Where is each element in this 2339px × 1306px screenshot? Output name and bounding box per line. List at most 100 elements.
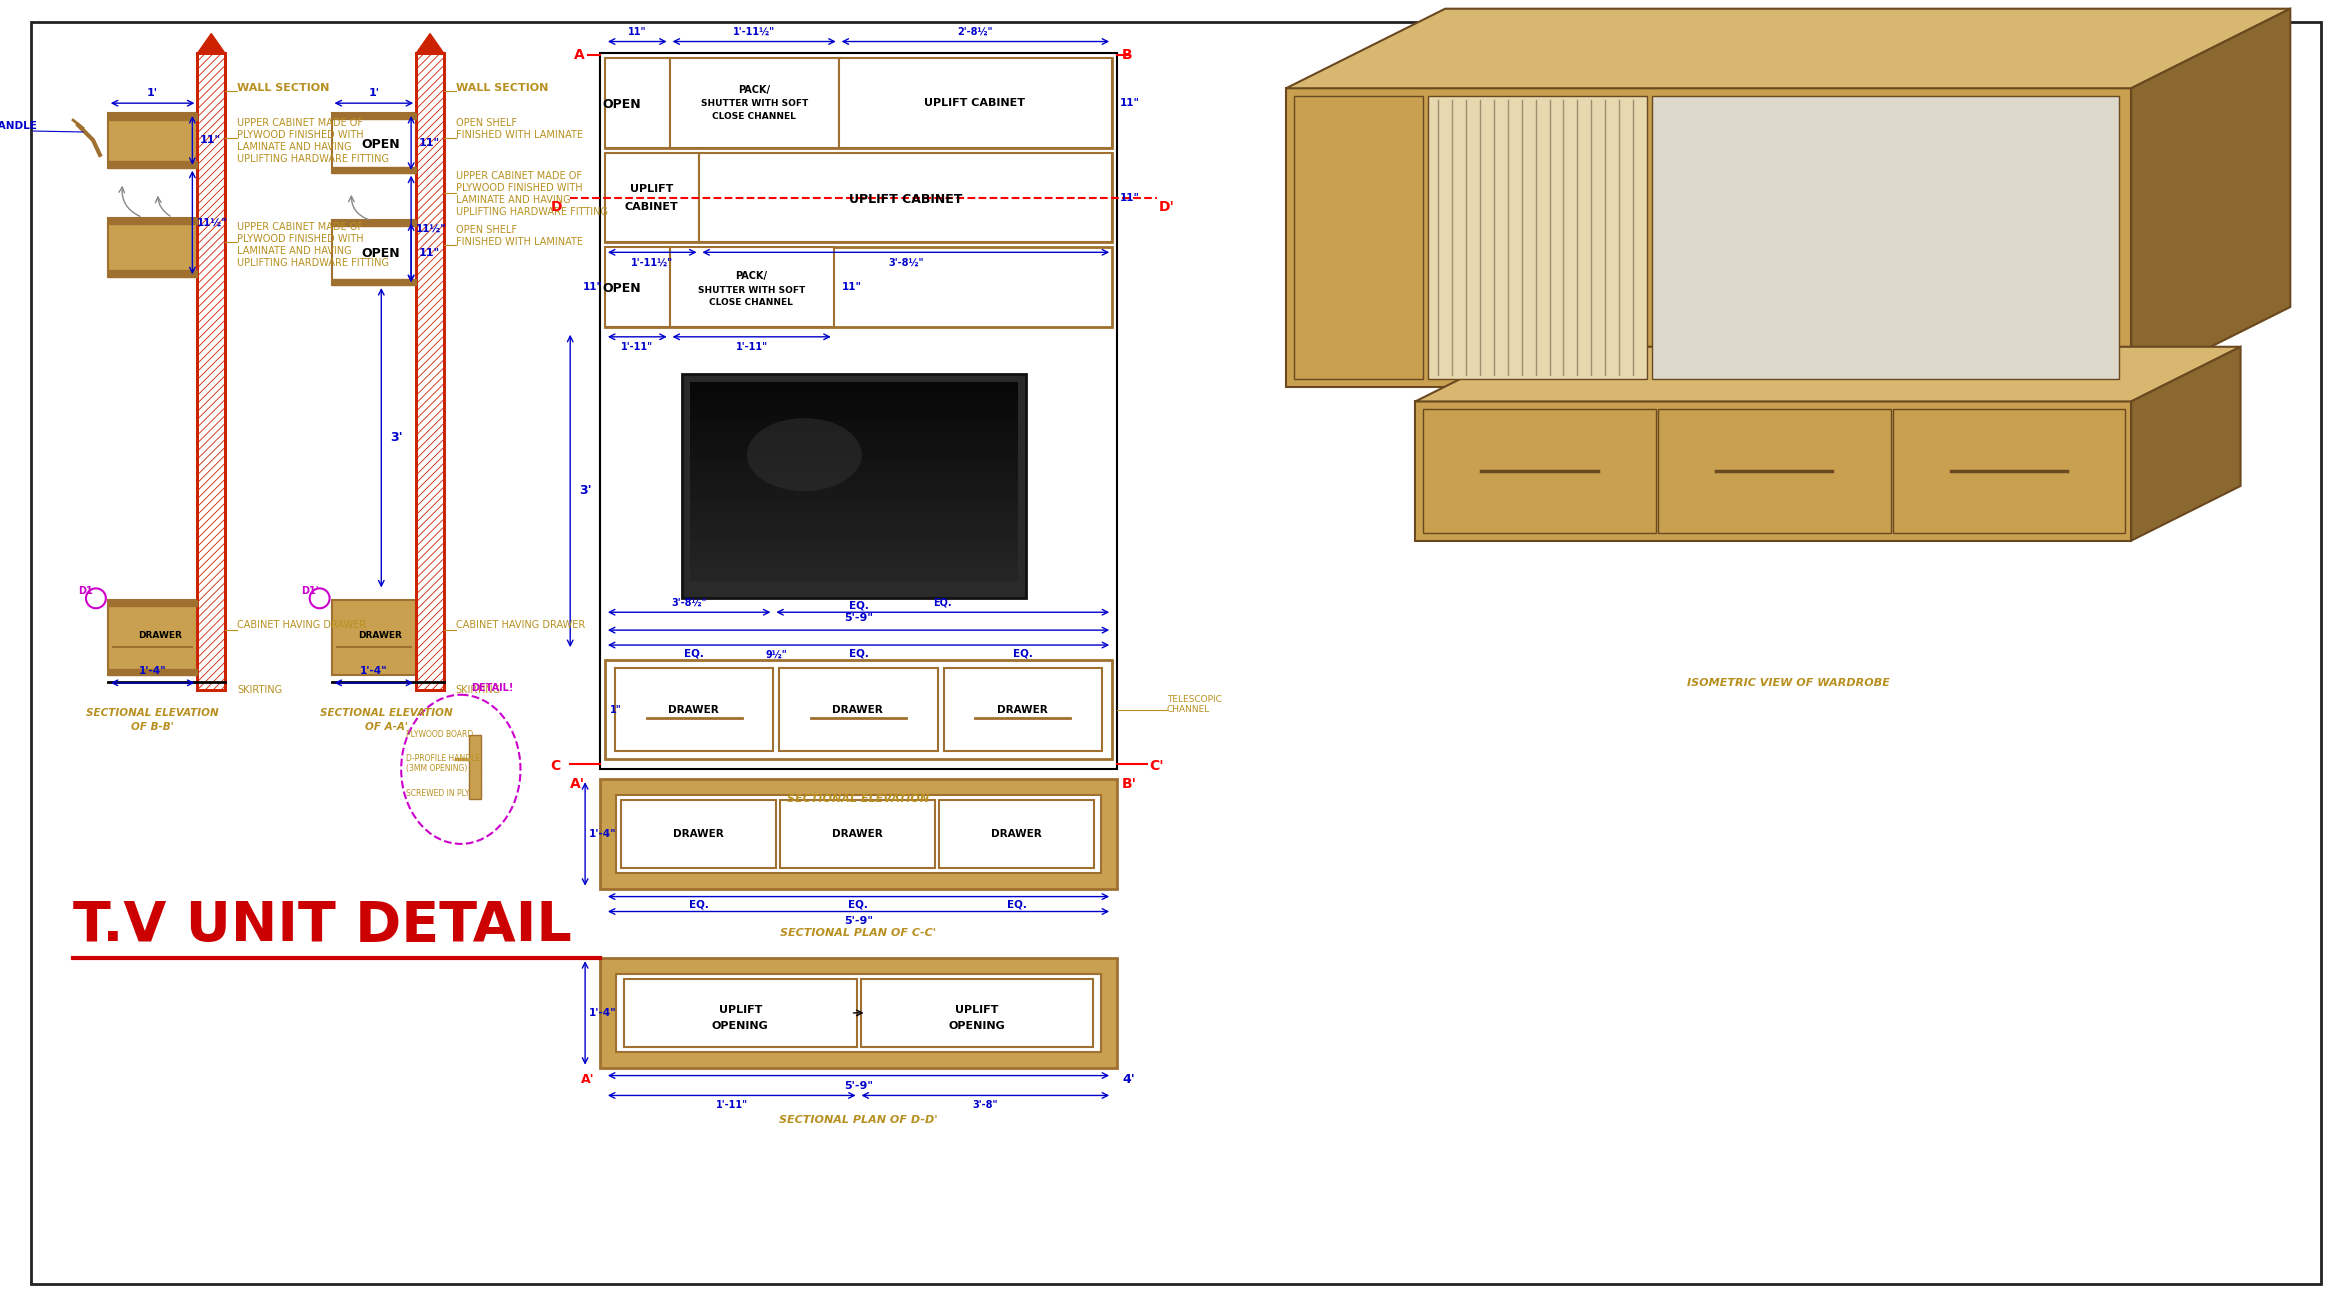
Text: PLYWOOD BOARD: PLYWOOD BOARD xyxy=(407,730,472,739)
Bar xyxy=(690,511,1017,522)
Text: OPEN: OPEN xyxy=(603,282,641,295)
Text: 3'-8": 3'-8" xyxy=(973,1101,999,1110)
Bar xyxy=(606,59,1111,148)
Text: UPLIFTING HARDWARE FITTING: UPLIFTING HARDWARE FITTING xyxy=(236,154,388,163)
Text: 1'-11½": 1'-11½" xyxy=(732,26,774,37)
Text: DETAIL!: DETAIL! xyxy=(470,683,512,692)
Text: EQ.: EQ. xyxy=(1006,900,1027,909)
Text: PLYWOOD FINISHED WITH: PLYWOOD FINISHED WITH xyxy=(236,234,365,244)
Bar xyxy=(690,392,1017,402)
Text: D1': D1' xyxy=(302,586,318,597)
Text: 11": 11" xyxy=(199,136,220,145)
Text: SECTIONAL PLAN OF C-C': SECTIONAL PLAN OF C-C' xyxy=(781,929,936,939)
Text: T.V UNIT DETAIL: T.V UNIT DETAIL xyxy=(73,899,571,952)
Text: PLYWOOD FINISHED WITH: PLYWOOD FINISHED WITH xyxy=(456,183,582,193)
Bar xyxy=(108,601,196,606)
Text: LAMINATE AND HAVING: LAMINATE AND HAVING xyxy=(456,195,571,205)
Text: 1'-4": 1'-4" xyxy=(589,829,617,838)
Text: 11": 11" xyxy=(419,138,440,148)
Bar xyxy=(606,153,699,243)
Text: OPENING: OPENING xyxy=(711,1021,770,1030)
Text: UPLIFT CABINET: UPLIFT CABINET xyxy=(849,193,961,205)
Text: ISOMETRIC VIEW OF WARDROBE: ISOMETRIC VIEW OF WARDROBE xyxy=(1686,678,1890,688)
Bar xyxy=(690,461,1017,471)
Bar xyxy=(690,560,1017,572)
Bar xyxy=(332,279,416,285)
Text: D-PROFILE HANDLE: D-PROFILE HANDLE xyxy=(407,755,479,764)
Bar xyxy=(779,667,938,751)
Text: SCREWED IN PLY: SCREWED IN PLY xyxy=(407,789,470,798)
Text: DRAWER: DRAWER xyxy=(674,829,723,838)
Text: EQ.: EQ. xyxy=(688,900,709,909)
Bar xyxy=(108,114,196,167)
Bar xyxy=(779,801,936,867)
Text: 1'-11½": 1'-11½" xyxy=(632,257,674,268)
Text: 11": 11" xyxy=(842,282,861,293)
Text: 11½": 11½" xyxy=(196,218,227,227)
Text: 2'-8½": 2'-8½" xyxy=(957,26,994,37)
Bar xyxy=(108,669,196,675)
Bar xyxy=(690,471,1017,482)
Text: 1'-11": 1'-11" xyxy=(716,1101,748,1110)
Bar xyxy=(690,551,1017,562)
Text: A': A' xyxy=(571,777,585,791)
Bar xyxy=(615,974,1102,1051)
Text: UPLIFT: UPLIFT xyxy=(954,1006,999,1015)
Bar xyxy=(690,401,1017,413)
Bar xyxy=(196,54,225,690)
Bar xyxy=(690,381,1017,393)
Text: CLOSE CHANNEL: CLOSE CHANNEL xyxy=(711,112,795,121)
Text: WALL SECTION: WALL SECTION xyxy=(456,84,547,93)
Text: UPLIFT: UPLIFT xyxy=(629,184,674,195)
Text: UPLIFT: UPLIFT xyxy=(718,1006,763,1015)
Text: OPEN: OPEN xyxy=(363,138,400,151)
Bar xyxy=(690,521,1017,532)
Text: PACK/: PACK/ xyxy=(739,85,770,95)
Bar xyxy=(108,218,196,277)
Bar xyxy=(699,153,1111,243)
Text: 5'-9": 5'-9" xyxy=(844,614,872,623)
Bar xyxy=(601,780,1118,888)
Text: UPLIFTING HARDWARE FITTING: UPLIFTING HARDWARE FITTING xyxy=(236,259,388,268)
Text: UPLIFT CABINET: UPLIFT CABINET xyxy=(924,98,1024,108)
Text: D': D' xyxy=(1158,200,1174,214)
Text: TELESCOPIC
CHANNEL: TELESCOPIC CHANNEL xyxy=(1167,695,1221,714)
Bar xyxy=(332,221,416,285)
Text: B': B' xyxy=(1123,777,1137,791)
Text: DRAWER: DRAWER xyxy=(996,705,1048,714)
Bar xyxy=(1429,97,1647,379)
Text: CABINET HAVING DRAWER: CABINET HAVING DRAWER xyxy=(456,620,585,631)
Text: SECTIONAL ELEVATION: SECTIONAL ELEVATION xyxy=(87,708,220,718)
Text: 11": 11" xyxy=(419,248,440,257)
Text: 1': 1' xyxy=(147,89,159,98)
Bar xyxy=(332,114,416,172)
Polygon shape xyxy=(1415,347,2241,401)
Text: EQ.: EQ. xyxy=(849,648,868,658)
Text: LAMINATE AND HAVING: LAMINATE AND HAVING xyxy=(236,142,351,151)
Text: 4': 4' xyxy=(1123,1072,1134,1085)
Bar xyxy=(943,667,1102,751)
Text: 1'-4": 1'-4" xyxy=(138,666,166,677)
Text: 5'-9": 5'-9" xyxy=(844,917,872,926)
Text: 3'-8½": 3'-8½" xyxy=(889,257,924,268)
Text: OPENING: OPENING xyxy=(950,1021,1006,1030)
Text: 3': 3' xyxy=(391,431,402,444)
Text: DRAWER: DRAWER xyxy=(992,829,1041,838)
Text: SKIRTING: SKIRTING xyxy=(236,684,283,695)
Polygon shape xyxy=(416,34,444,54)
Bar xyxy=(196,54,225,690)
Text: PLYWOOD FINISHED WITH: PLYWOOD FINISHED WITH xyxy=(236,131,365,140)
Text: 1'-4": 1'-4" xyxy=(360,666,388,677)
Bar xyxy=(690,491,1017,502)
Bar xyxy=(625,980,856,1046)
Bar xyxy=(332,601,416,675)
Text: EQ.: EQ. xyxy=(685,648,704,658)
Text: C': C' xyxy=(1148,759,1162,773)
Bar xyxy=(690,422,1017,432)
Text: FINISHED WITH LAMINATE: FINISHED WITH LAMINATE xyxy=(456,238,582,247)
Text: 11": 11" xyxy=(582,282,603,293)
Text: SECTIONAL ELEVATION: SECTIONAL ELEVATION xyxy=(320,708,451,718)
Text: UPPER CABINET MADE OF: UPPER CABINET MADE OF xyxy=(456,171,582,180)
Bar xyxy=(690,411,1017,422)
Bar xyxy=(861,980,1092,1046)
